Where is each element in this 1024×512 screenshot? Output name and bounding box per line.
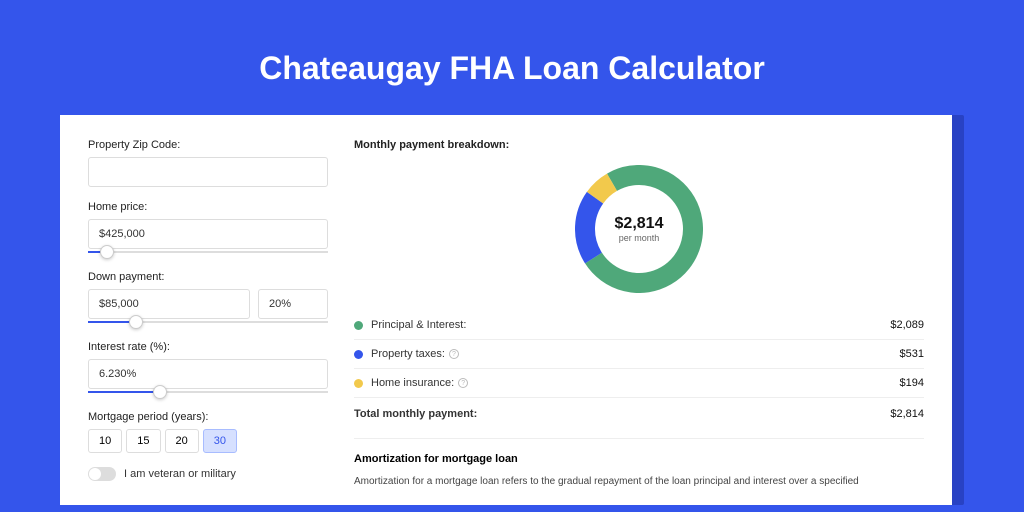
total-label: Total monthly payment: [354, 408, 890, 420]
card-shadow: Property Zip Code: Home price: Down paym… [60, 115, 964, 505]
legend-label: Property taxes:? [371, 348, 900, 360]
amortization-text: Amortization for a mortgage loan refers … [354, 475, 924, 489]
home-price-input[interactable] [88, 219, 328, 249]
legend-row: Home insurance:?$194 [354, 369, 924, 397]
down-payment-label: Down payment: [88, 271, 328, 283]
down-payment-amount-input[interactable] [88, 289, 250, 319]
info-icon[interactable]: ? [458, 378, 468, 388]
legend-value: $531 [900, 348, 924, 360]
total-row: Total monthly payment: $2,814 [354, 397, 924, 430]
donut-chart-wrap: $2,814 per month [354, 165, 924, 293]
period-button-10[interactable]: 10 [88, 429, 122, 453]
period-button-15[interactable]: 15 [126, 429, 160, 453]
mortgage-period-label: Mortgage period (years): [88, 411, 328, 423]
interest-rate-field-group: Interest rate (%): [88, 341, 328, 397]
legend-value: $2,089 [890, 319, 924, 331]
donut-amount: $2,814 [615, 215, 664, 233]
legend: Principal & Interest:$2,089Property taxe… [354, 311, 924, 397]
down-payment-pct-input[interactable] [258, 289, 328, 319]
legend-dot [354, 350, 363, 359]
home-price-slider[interactable] [88, 247, 328, 257]
mortgage-period-field-group: Mortgage period (years): 10152030 [88, 411, 328, 453]
zip-label: Property Zip Code: [88, 139, 328, 151]
breakdown-title: Monthly payment breakdown: [354, 139, 924, 151]
veteran-toggle-label: I am veteran or military [124, 468, 236, 480]
legend-row: Principal & Interest:$2,089 [354, 311, 924, 340]
interest-rate-label: Interest rate (%): [88, 341, 328, 353]
donut-sub: per month [619, 233, 660, 243]
down-payment-slider[interactable] [88, 317, 328, 327]
info-icon[interactable]: ? [449, 349, 459, 359]
total-value: $2,814 [890, 408, 924, 420]
veteran-toggle-row: I am veteran or military [88, 467, 328, 481]
amortization-title: Amortization for mortgage loan [354, 453, 924, 465]
legend-label: Home insurance:? [371, 377, 900, 389]
form-column: Property Zip Code: Home price: Down paym… [88, 139, 328, 505]
home-price-label: Home price: [88, 201, 328, 213]
legend-dot [354, 379, 363, 388]
veteran-toggle[interactable] [88, 467, 116, 481]
period-buttons: 10152030 [88, 429, 328, 453]
period-button-30[interactable]: 30 [203, 429, 237, 453]
zip-field-group: Property Zip Code: [88, 139, 328, 187]
period-button-20[interactable]: 20 [165, 429, 199, 453]
interest-rate-slider[interactable] [88, 387, 328, 397]
calculator-card: Property Zip Code: Home price: Down paym… [60, 115, 952, 505]
zip-input[interactable] [88, 157, 328, 187]
legend-row: Property taxes:?$531 [354, 340, 924, 369]
legend-value: $194 [900, 377, 924, 389]
page-title: Chateaugay FHA Loan Calculator [60, 50, 964, 87]
amortization-section: Amortization for mortgage loan Amortizat… [354, 438, 924, 489]
toggle-knob [89, 468, 101, 480]
down-payment-field-group: Down payment: [88, 271, 328, 327]
legend-label: Principal & Interest: [371, 319, 890, 331]
interest-rate-input[interactable] [88, 359, 328, 389]
home-price-field-group: Home price: [88, 201, 328, 257]
breakdown-column: Monthly payment breakdown: $2,814 per mo… [354, 139, 924, 505]
donut-chart: $2,814 per month [575, 165, 703, 293]
legend-dot [354, 321, 363, 330]
